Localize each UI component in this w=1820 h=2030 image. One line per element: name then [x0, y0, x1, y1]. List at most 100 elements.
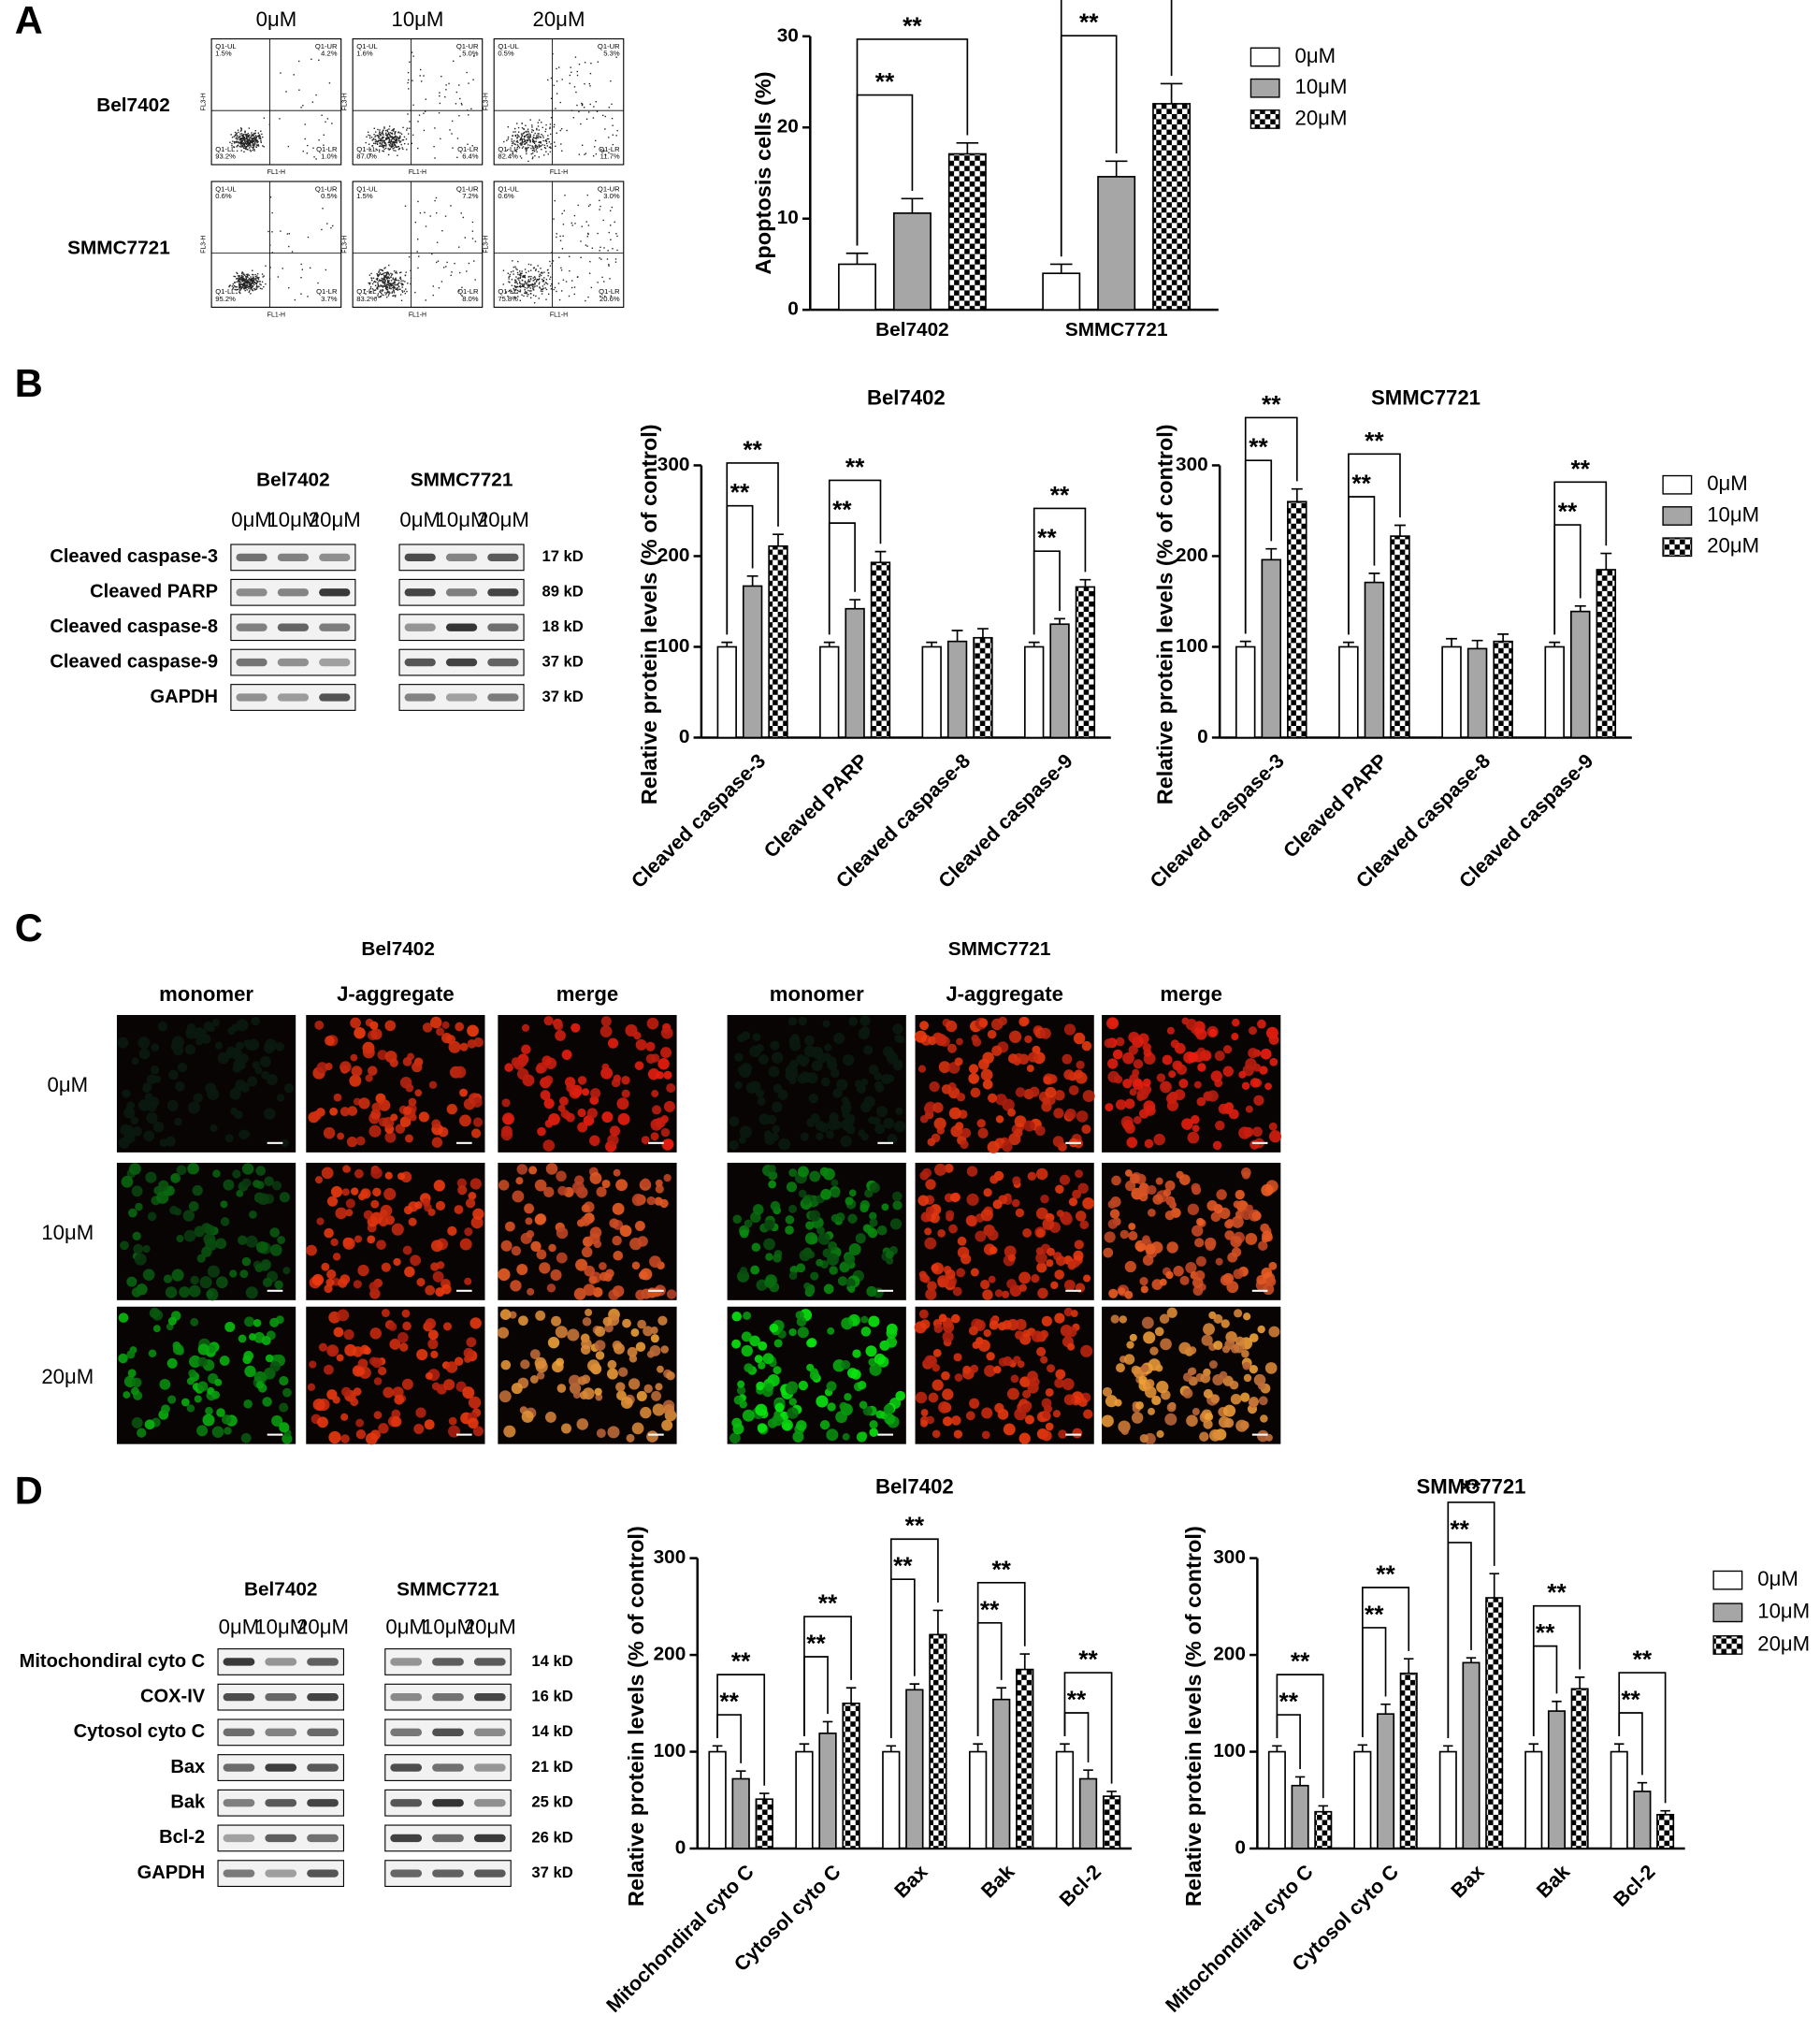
cell [442, 1322, 453, 1331]
y-axis-title: Relative protein levels (% of control) [1153, 424, 1177, 805]
event-dot [565, 281, 568, 283]
event-dot [542, 137, 544, 138]
cell [163, 1274, 173, 1283]
cell [323, 1126, 336, 1139]
event-dot [307, 144, 309, 147]
event-dot [513, 266, 514, 268]
cell [204, 1225, 215, 1236]
event-dot [553, 84, 555, 87]
event-dot [241, 286, 243, 289]
event-dot [584, 153, 585, 155]
event-dot [530, 264, 532, 266]
event-dot [258, 134, 261, 136]
cell [126, 1276, 137, 1287]
event-dot [527, 279, 530, 281]
channel-label: J-aggregate [946, 982, 1063, 1006]
event-dot [544, 139, 546, 142]
cell [841, 1317, 854, 1330]
blot-band [487, 658, 519, 667]
significance-label: ** [1351, 469, 1371, 497]
significance-label: ** [719, 1688, 739, 1716]
event-dot [381, 294, 383, 296]
cell [847, 1285, 856, 1294]
event-dot [254, 135, 257, 137]
protein-label: COX-IV [140, 1686, 206, 1706]
size-label: 21 kD [531, 1758, 572, 1776]
quadrant-name: Q1-UR [456, 42, 479, 51]
cell [1164, 1210, 1175, 1221]
event-dot [515, 140, 518, 143]
event-dot [387, 277, 389, 280]
cell [416, 1277, 426, 1287]
event-dot [435, 196, 438, 199]
event-dot [382, 136, 383, 138]
cell [176, 1165, 187, 1176]
event-dot [612, 124, 614, 126]
cell [581, 1204, 590, 1213]
cell [1050, 1281, 1059, 1290]
event-dot [471, 221, 474, 224]
event-dot [527, 133, 528, 136]
cell [1055, 1184, 1064, 1195]
event-dot [245, 278, 247, 281]
cell [188, 1201, 199, 1211]
event-dot [240, 279, 242, 282]
event-dot [525, 142, 527, 144]
event-dot [454, 262, 455, 265]
event-dot [600, 258, 602, 260]
event-dot [243, 287, 245, 290]
event-dot [529, 140, 531, 142]
event-dot [247, 149, 249, 151]
event-dot [566, 129, 568, 132]
event-dot [527, 128, 529, 130]
event-dot [394, 279, 396, 282]
cell [1026, 1065, 1034, 1073]
event-dot [529, 297, 532, 299]
flow-plot: Q1-UL0.6%Q1-UR3.0%Q1-LL75.8%Q1-LR20.6%FL… [484, 181, 625, 319]
event-dot [235, 289, 238, 291]
cell [167, 1316, 177, 1326]
event-dot [245, 281, 248, 283]
event-dot [589, 103, 591, 106]
micrograph [914, 1015, 1095, 1153]
event-dot [537, 147, 539, 149]
cell [1013, 1128, 1023, 1138]
event-dot [550, 77, 553, 80]
event-dot [581, 225, 583, 227]
event-dot [528, 281, 531, 283]
cell [1195, 1255, 1206, 1267]
cell [822, 1167, 835, 1181]
cell [199, 1276, 212, 1289]
event-dot [394, 137, 396, 138]
cell [1103, 1247, 1114, 1258]
event-dot [249, 137, 252, 138]
cell [435, 1027, 444, 1037]
event-dot [542, 281, 545, 283]
event-dot [253, 146, 255, 148]
cell [350, 1398, 359, 1407]
event-dot [534, 132, 536, 135]
event-dot [537, 133, 539, 135]
event-dot [386, 135, 388, 137]
event-dot [248, 287, 250, 290]
cell [384, 1020, 397, 1032]
event-dot [399, 136, 401, 138]
event-dot [312, 147, 314, 149]
cell [590, 1088, 601, 1099]
event-dot [545, 140, 548, 142]
cell [869, 1218, 878, 1227]
cell [262, 1397, 272, 1407]
cell [365, 1074, 373, 1082]
event-dot [532, 150, 534, 152]
event-dot [508, 281, 510, 283]
cell [316, 1217, 325, 1225]
event-dot [393, 128, 395, 131]
cell [615, 1179, 628, 1192]
cell [264, 1042, 276, 1054]
cell [447, 1225, 457, 1236]
cell [1115, 1037, 1125, 1047]
event-dot [518, 279, 520, 281]
cell [418, 1111, 429, 1123]
cell [194, 1225, 206, 1238]
cell [886, 1327, 898, 1339]
